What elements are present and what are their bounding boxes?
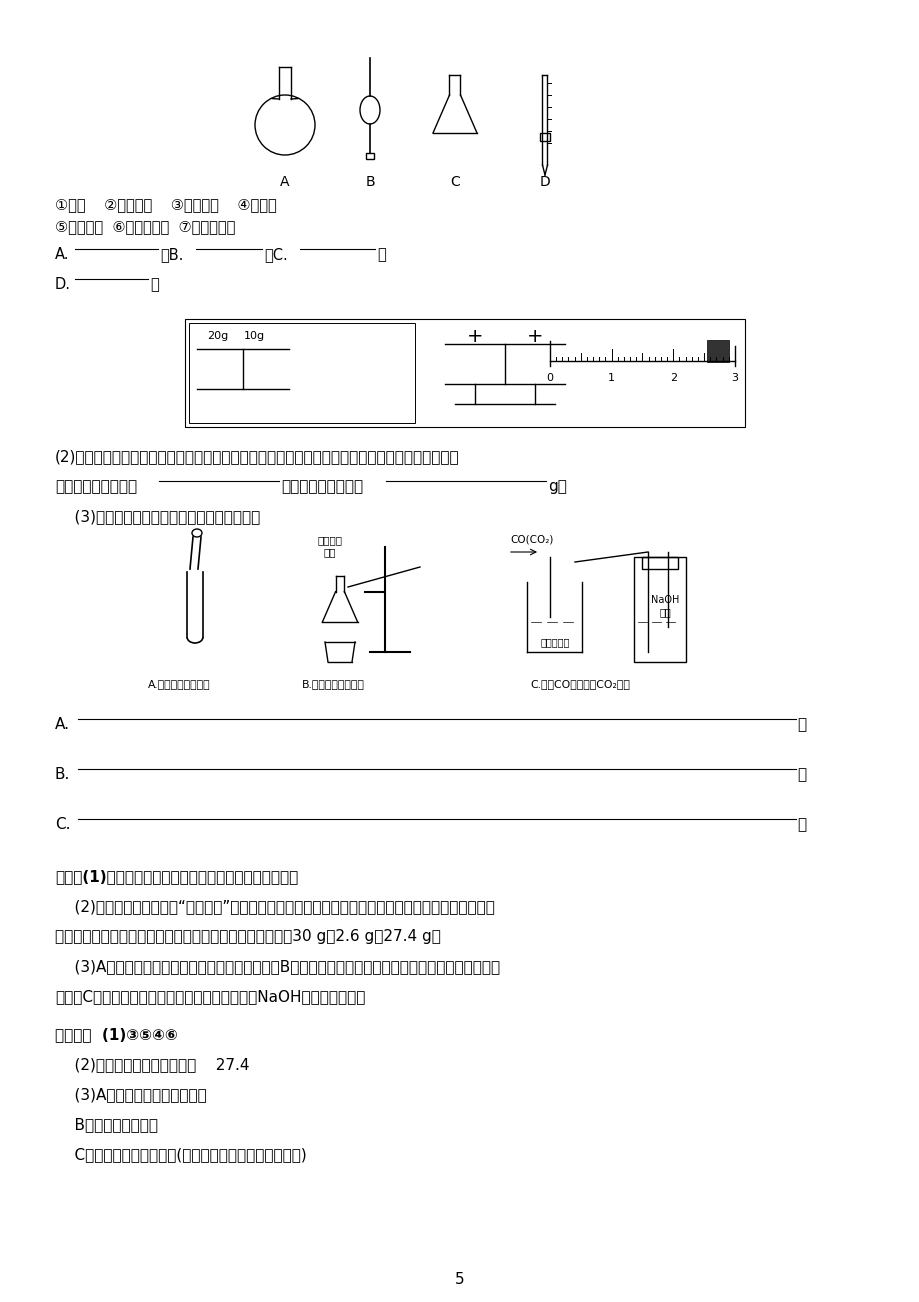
- Text: 2: 2: [669, 372, 676, 383]
- Text: ⑤分液漏斗  ⑥酸式滴定管  ⑦筹式滴定管: ⑤分液漏斗 ⑥酸式滴定管 ⑦筹式滴定管: [55, 219, 235, 234]
- Text: ，: ，: [377, 247, 385, 262]
- Text: +: +: [466, 327, 482, 346]
- Text: 。: 。: [150, 277, 159, 292]
- Text: 操作时的一个错误是: 操作时的一个错误是: [55, 479, 137, 493]
- Text: 粉末: 粉末: [323, 547, 335, 557]
- Text: +: +: [527, 327, 542, 346]
- Bar: [633, 557, 686, 661]
- Text: A: A: [280, 174, 289, 189]
- Text: D.: D.: [55, 277, 71, 292]
- Text: B.碳酸氢钓受热分解: B.碳酸氢钓受热分解: [301, 680, 365, 689]
- Bar: [185, 319, 744, 427]
- Text: ，C.: ，C.: [264, 247, 288, 262]
- Text: (3)A：胶头滴管伸入试管内了: (3)A：胶头滴管伸入试管内了: [55, 1087, 207, 1101]
- Bar: [366, 154, 374, 159]
- Text: NaOH: NaOH: [650, 595, 678, 605]
- Text: ；: ；: [796, 767, 805, 783]
- Text: 20g: 20g: [207, 331, 228, 341]
- Text: B: B: [365, 174, 374, 189]
- Text: CO(CO₂): CO(CO₂): [509, 535, 552, 546]
- Text: (2)某同学用托盘天平称量烧杯的质量，天平平衡后的状态如下图所示。从图中可以看出，该同学在: (2)某同学用托盘天平称量烧杯的质量，天平平衡后的状态如下图所示。从图中可以看出…: [55, 449, 460, 464]
- Text: A.向试管中滴加液体: A.向试管中滴加液体: [148, 680, 210, 689]
- Text: 炸裂；C项导气管应换为长进短出，否则气体会把NaOH溶液排出瓶外。: 炸裂；C项导气管应换为长进短出，否则气体会把NaOH溶液排出瓶外。: [55, 990, 365, 1004]
- Text: 5: 5: [455, 1272, 464, 1286]
- Text: 左盘质量＝右盘质量＋游码质量，因此，烧杯的实际质量为30 g－2.6 g＝27.4 g。: 左盘质量＝右盘质量＋游码质量，因此，烧杯的实际质量为30 g－2.6 g＝27.…: [55, 930, 440, 944]
- Text: 3: 3: [731, 372, 738, 383]
- Text: A.: A.: [55, 717, 70, 732]
- Text: 解析：(1)根据常见他器的形状可判断出四种他器的名称。: 解析：(1)根据常见他器的形状可判断出四种他器的名称。: [55, 868, 298, 884]
- Bar: [641, 557, 677, 569]
- Text: (2)根据天平称量的要求“左物右码”，该同学将物品与砂码位置放反了，但天平只要平衡，就仍满足：: (2)根据天平称量的要求“左物右码”，该同学将物品与砂码位置放反了，但天平只要平…: [55, 898, 494, 914]
- Text: ①烧杯    ②普通漏斗    ③圆底烧瓶    ④锥形瓶: ①烧杯 ②普通漏斗 ③圆底烧瓶 ④锥形瓶: [55, 197, 277, 212]
- Text: C：进气管和出气管反了(或混合气体从短管进入洗气瓶): C：进气管和出气管反了(或混合气体从短管进入洗气瓶): [55, 1147, 306, 1161]
- Text: 1: 1: [607, 372, 615, 383]
- Bar: [188, 323, 414, 423]
- Text: D: D: [539, 174, 550, 189]
- Text: g。: g。: [548, 479, 566, 493]
- Text: C.除去CO气体中的CO₂气体: C.除去CO气体中的CO₂气体: [529, 680, 630, 689]
- Text: 碳酸氢钓: 碳酸氢钓: [317, 535, 342, 546]
- Bar: [706, 340, 728, 362]
- Text: (3)指出下面三个实验中各存在的一个错误：: (3)指出下面三个实验中各存在的一个错误：: [55, 509, 260, 523]
- Text: 0: 0: [546, 372, 553, 383]
- Text: C: C: [449, 174, 460, 189]
- Text: ；: ；: [796, 717, 805, 732]
- Text: C.: C.: [55, 816, 71, 832]
- Text: 10g: 10g: [244, 331, 265, 341]
- Text: 澄清石灰水: 澄清石灰水: [539, 637, 569, 647]
- Text: (2)砂码和物品的位置放反了    27.4: (2)砂码和物品的位置放反了 27.4: [55, 1057, 249, 1072]
- Text: 溶液: 溶液: [658, 607, 670, 617]
- Text: ，B.: ，B.: [160, 247, 183, 262]
- Text: B：试管口向上倾斜: B：试管口向上倾斜: [55, 1117, 158, 1131]
- Text: (3)A中滴加液体时，胶头滴管不能伸入试管内；B项试管口应稍向下倾斜，否则会引起水倒流，使试管: (3)A中滴加液体时，胶头滴管不能伸入试管内；B项试管口应稍向下倾斜，否则会引起…: [55, 960, 500, 974]
- Text: B.: B.: [55, 767, 70, 783]
- Text: A.: A.: [55, 247, 70, 262]
- Text: 【答案】  (1)③⑤④⑥: 【答案】 (1)③⑤④⑥: [55, 1027, 177, 1042]
- Text: 。: 。: [796, 816, 805, 832]
- Text: ，烧杯的实际质量为: ，烧杯的实际质量为: [281, 479, 363, 493]
- Bar: [539, 133, 550, 141]
